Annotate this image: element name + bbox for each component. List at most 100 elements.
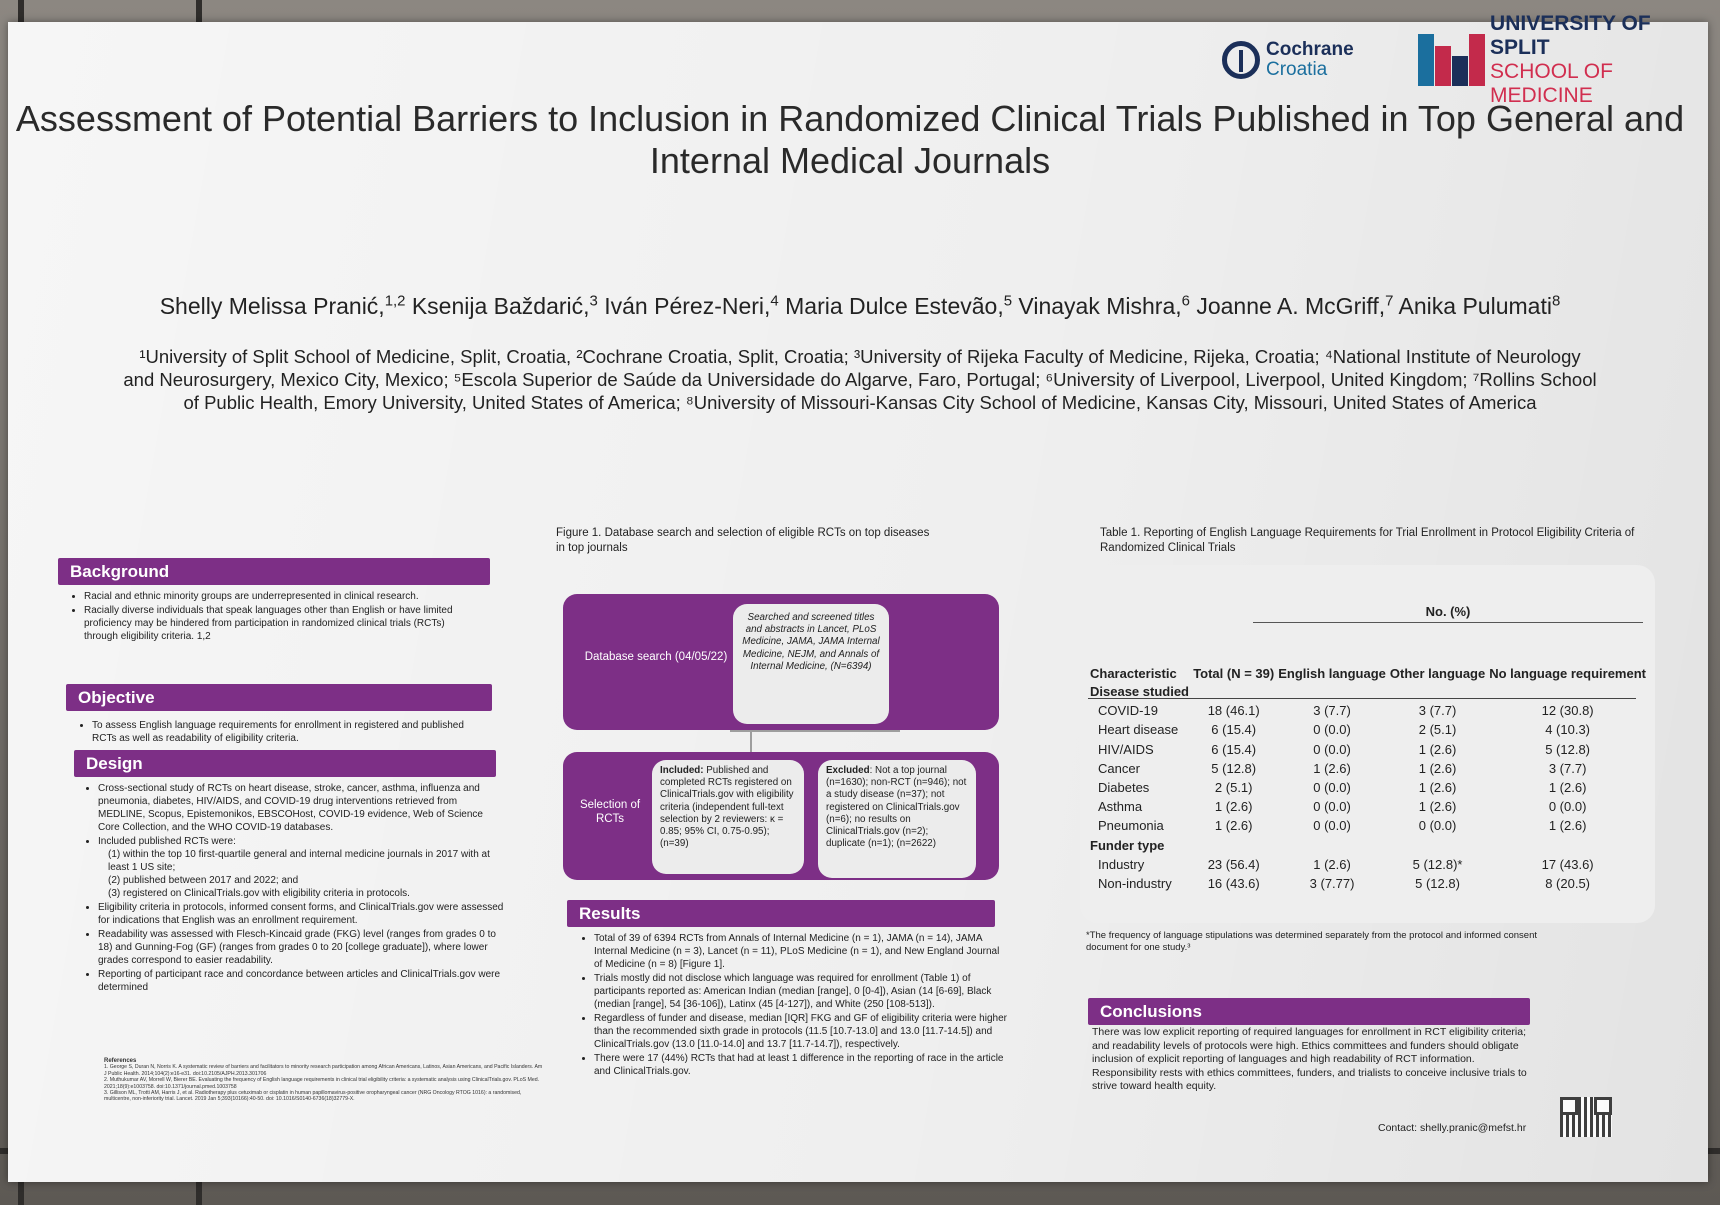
table-cell: 0 (0.0) — [1313, 722, 1351, 738]
author: Joanne A. McGriff,7 — [1196, 292, 1394, 319]
contact-email[interactable]: Contact: shelly.pranic@mefst.hr — [1378, 1122, 1527, 1134]
table-cell: 5 (12.8) — [1415, 875, 1460, 891]
table-cell: 1 (2.6) — [1548, 818, 1587, 834]
cochrane-icon — [1222, 41, 1260, 79]
table-header: Other language — [1389, 666, 1486, 681]
table-cell: 2 (5.1) — [1418, 722, 1457, 738]
table-row: HIV/AIDS 6 (15.4) 0 (0.0) 1 (2.6) 5 (12.8) — [1088, 740, 1648, 759]
list-item: To assess English language requirements … — [92, 719, 488, 745]
table-cell: 3 (7.7) — [1313, 703, 1351, 719]
table-caption: Table 1. Reporting of English Language R… — [1100, 527, 1635, 554]
table-row: Asthma 1 (2.6) 0 (0.0) 1 (2.6) 0 (0.0) — [1088, 797, 1648, 816]
title-line-1: Assessment of Potential Barriers to Incl… — [15, 98, 1685, 139]
author: Shelly Melissa Pranić,1,2 — [159, 292, 406, 319]
flow-connector — [750, 730, 752, 752]
author: Iván Pérez-Neri,4 — [604, 292, 779, 319]
table-cell: 5 (12.8)* — [1412, 856, 1463, 872]
table-cell: 8 (20.5) — [1545, 875, 1591, 891]
table-row-label: Non-industry — [1098, 875, 1172, 891]
list-item: There were 17 (44%) RCTs that had at lea… — [594, 1052, 1010, 1078]
table-cell: 18 (46.1) — [1207, 703, 1260, 719]
results-table: Characteristic Total (N = 39) English la… — [1088, 602, 1648, 893]
qr-code-icon[interactable] — [1560, 1097, 1612, 1137]
affiliations: ¹University of Split School of Medicine,… — [60, 345, 1660, 414]
list-item: Reporting of participant race and concor… — [98, 968, 504, 994]
sub-item: (3) registered on ClinicalTrials.gov wit… — [108, 888, 410, 899]
background-body: Racial and ethnic minority groups are un… — [60, 590, 460, 644]
figure-caption: Figure 1. Database search and selection … — [556, 527, 930, 554]
references: References 1. George S, Duran N, Norris … — [104, 1058, 544, 1103]
table-footnote: *The frequency of language stipulations … — [1086, 930, 1537, 953]
list-item: Included published RCTs were: (1) within… — [98, 835, 504, 900]
university-of-split-logo: UNIVERSITY OF SPLIT SCHOOL OF MEDICINE — [1418, 12, 1708, 107]
flow-connector — [730, 730, 900, 732]
split-line-1: UNIVERSITY OF SPLIT — [1490, 12, 1651, 59]
poster-title: Assessment of Potential Barriers to Incl… — [10, 98, 1690, 182]
table-cell — [1276, 836, 1388, 855]
list-item: Total of 39 of 6394 RCTs from Annals of … — [594, 932, 1010, 971]
conclusions-heading: Conclusions — [1088, 998, 1530, 1025]
list-item: Readability was assessed with Flesch-Kin… — [98, 928, 504, 967]
table-row: Funder type — [1088, 836, 1648, 855]
table-row: Industry 23 (56.4) 1 (2.6) 5 (12.8)* 17 (43.… — [1088, 855, 1648, 874]
table-cell: 2 (5.1) — [1214, 780, 1253, 796]
table-row-label: Diabetes — [1098, 780, 1150, 796]
table-cell: 0 (0.0) — [1548, 799, 1587, 815]
title-line-2: Internal Medical Journals — [649, 140, 1051, 181]
table-cell: 1 (2.6) — [1418, 741, 1457, 757]
design-heading: Design — [74, 750, 496, 777]
table-cell — [1191, 836, 1276, 855]
author: Anika Pulumati8 — [1398, 292, 1561, 319]
table-row-label: Heart disease — [1098, 722, 1179, 738]
table-header: English language — [1278, 666, 1386, 681]
table-row-label: Asthma — [1098, 799, 1143, 815]
table-cell: 1 (2.6) — [1418, 780, 1457, 796]
table-cell: 5 (12.8) — [1545, 741, 1591, 757]
table-row: Cancer 5 (12.8) 1 (2.6) 1 (2.6) 3 (7.7) — [1088, 759, 1648, 778]
split-m-icon — [1418, 34, 1485, 86]
table-cell — [1487, 836, 1648, 855]
table-cell: 12 (30.8) — [1541, 703, 1594, 719]
table-row: Pneumonia 1 (2.6) 0 (0.0) 0 (0.0) 1 (2.6) — [1088, 816, 1648, 835]
sub-item: (1) within the top 10 first-quartile gen… — [108, 849, 490, 873]
table-cell: 0 (0.0) — [1313, 818, 1351, 834]
author: Ksenija Baždarić,3 — [411, 292, 598, 319]
table-group-header: No. (%) — [1253, 604, 1643, 623]
affiliation-line: of Public Health, Emory University, Unit… — [183, 392, 1537, 413]
table-cell: 3 (7.77) — [1309, 875, 1355, 891]
reference-item: 3. Gillison ML, Trotti AM, Harris J, et … — [104, 1090, 522, 1103]
objective-heading: Objective — [66, 684, 492, 711]
table-row: Heart disease 6 (15.4) 0 (0.0) 2 (5.1) 4 (10… — [1088, 720, 1648, 739]
split-line-2: SCHOOL OF MEDICINE — [1490, 60, 1613, 107]
table-header: Total (N = 39) — [1193, 666, 1275, 681]
table-category: Disease studied — [1090, 684, 1189, 700]
table-cell: 3 (7.7) — [1418, 703, 1457, 719]
table-cell: 23 (56.4) — [1207, 856, 1260, 872]
table-cell: 6 (15.4) — [1211, 722, 1257, 738]
table-row: Disease studied — [1088, 682, 1648, 701]
references-heading: References — [104, 1058, 137, 1064]
table-category: Funder type — [1090, 837, 1165, 853]
objective-body: To assess English language requirements … — [68, 719, 488, 746]
list-item: Cross-sectional study of RCTs on heart d… — [98, 782, 504, 834]
list-item: Eligibility criteria in protocols, infor… — [98, 901, 504, 927]
table-cell: 1 (2.6) — [1313, 760, 1351, 776]
table-row-label: COVID-19 — [1098, 703, 1158, 719]
table-cell: 0 (0.0) — [1313, 780, 1351, 796]
table-row-label: Cancer — [1098, 760, 1140, 776]
table-row-label: Pneumonia — [1098, 818, 1164, 834]
flow-label-selection: Selection of RCTs — [579, 799, 641, 825]
sub-item: (2) published between 2017 and 2022; and — [108, 875, 299, 886]
table-body: Disease studied COVID-19 18 (46.1) 3 (7.7) 3… — [1088, 682, 1648, 893]
table-row-label: HIV/AIDS — [1098, 741, 1154, 757]
table-cell: 0 (0.0) — [1418, 818, 1457, 834]
reference-item: 2. Muthukumar AV, Morrell W, Bierer BE. … — [104, 1077, 540, 1090]
table-cell: 1 (2.6) — [1214, 818, 1253, 834]
table-cell: 1 (2.6) — [1418, 760, 1457, 776]
list-item: Racial and ethnic minority groups are un… — [84, 590, 460, 603]
affiliation-line: ¹University of Split School of Medicine,… — [139, 346, 1581, 367]
table-background — [1080, 565, 1655, 923]
table-cell: 6 (15.4) — [1211, 741, 1257, 757]
list-item: Trials mostly did not disclose which lan… — [594, 972, 1010, 1011]
flow-box-included: Included: Published and completed RCTs r… — [652, 760, 804, 874]
